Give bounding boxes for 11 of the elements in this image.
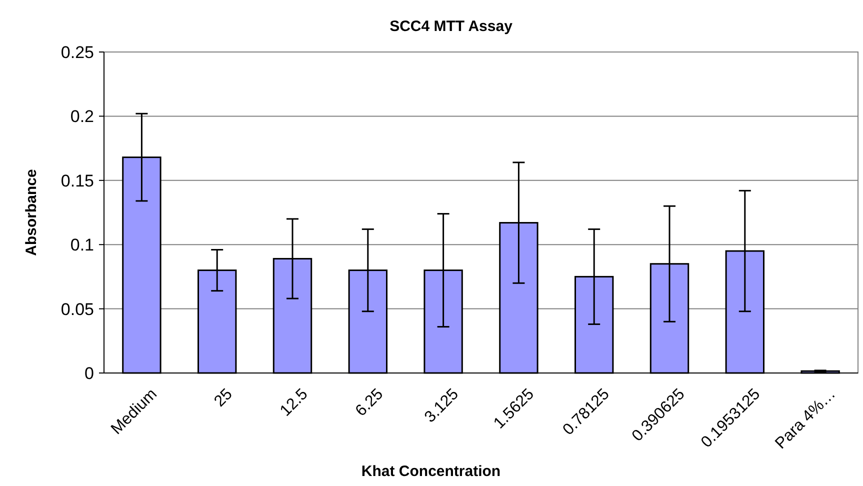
y-tick-label: 0.2 <box>70 107 94 126</box>
y-tick-label: 0.15 <box>60 171 94 190</box>
x-tick-label: 6.25 <box>352 386 387 420</box>
x-tick-label: 25 <box>211 386 236 410</box>
y-tick-label: 0.25 <box>60 42 94 62</box>
y-tick-label: 0.1 <box>70 236 94 255</box>
y-axis-title: Absorbance <box>23 169 40 256</box>
y-tick-label: 0 <box>84 364 94 383</box>
y-tick-label: 0.05 <box>60 300 94 319</box>
x-axis-title: Khat Concentration <box>361 463 501 480</box>
chart-title: SCC4 MTT Assay <box>390 18 514 35</box>
